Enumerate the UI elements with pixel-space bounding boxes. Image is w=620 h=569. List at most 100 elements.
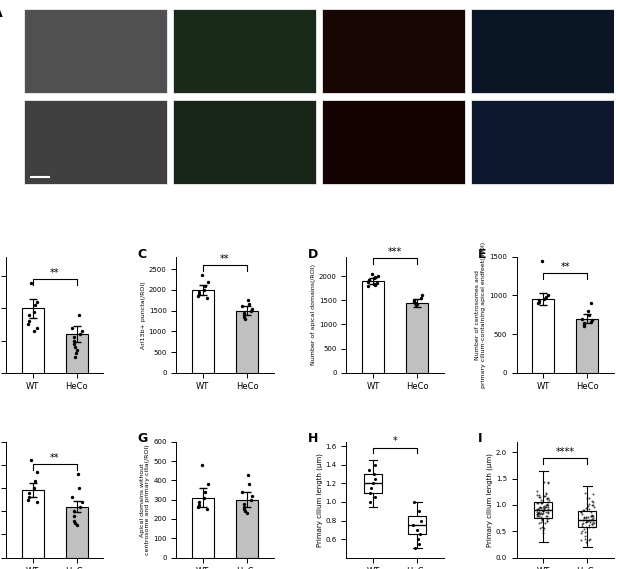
Point xyxy=(539,523,549,532)
Bar xyxy=(471,9,614,93)
Bar xyxy=(173,9,316,93)
Point xyxy=(588,500,598,509)
Point xyxy=(584,505,594,514)
Bar xyxy=(406,303,428,373)
Point xyxy=(582,494,592,503)
Text: ***: *** xyxy=(388,247,402,257)
Point xyxy=(583,517,593,526)
Point xyxy=(583,512,593,521)
Point xyxy=(576,529,586,538)
Point xyxy=(536,508,546,517)
Point xyxy=(414,539,424,549)
Point xyxy=(415,530,425,539)
Point xyxy=(194,497,204,506)
Text: ****: **** xyxy=(556,447,575,457)
Point xyxy=(586,317,596,326)
Point xyxy=(533,509,543,518)
Point xyxy=(365,275,374,284)
PathPatch shape xyxy=(534,502,552,518)
Point xyxy=(32,467,42,476)
Point xyxy=(539,492,549,501)
Point xyxy=(536,498,546,507)
Point xyxy=(587,514,597,523)
Point xyxy=(536,512,546,521)
Point xyxy=(244,480,254,489)
Point xyxy=(536,495,546,504)
Point xyxy=(237,488,247,497)
Point xyxy=(536,523,546,533)
Point xyxy=(587,512,597,521)
Point xyxy=(585,535,595,544)
Point xyxy=(532,510,542,519)
Point xyxy=(243,470,253,479)
Point xyxy=(536,510,546,519)
Point xyxy=(544,514,554,523)
Point xyxy=(199,493,209,502)
Point xyxy=(534,518,544,527)
Point xyxy=(540,502,550,512)
Point xyxy=(76,502,86,511)
Point xyxy=(532,504,542,513)
Point xyxy=(542,494,552,503)
Point xyxy=(534,490,544,500)
Point xyxy=(69,339,79,348)
Point xyxy=(536,504,546,513)
Point xyxy=(541,292,551,302)
Point xyxy=(542,502,552,511)
Point xyxy=(542,478,552,487)
Point xyxy=(580,522,590,531)
Point xyxy=(76,329,86,339)
Point xyxy=(584,500,594,509)
Point xyxy=(589,503,599,512)
Point xyxy=(535,502,545,511)
Point xyxy=(538,502,548,512)
Point xyxy=(243,296,253,305)
Point xyxy=(539,477,549,486)
Point xyxy=(535,502,545,511)
Point xyxy=(586,299,596,308)
Point xyxy=(588,489,598,498)
Point xyxy=(583,306,593,315)
Point xyxy=(543,497,553,506)
Text: G: G xyxy=(138,432,148,446)
Point xyxy=(410,544,420,553)
Point xyxy=(363,277,373,286)
Point xyxy=(408,521,418,530)
Point xyxy=(578,515,588,524)
Point xyxy=(371,273,381,282)
Point xyxy=(586,512,596,521)
Point xyxy=(533,512,543,521)
Point xyxy=(544,496,554,505)
Point xyxy=(534,512,544,521)
Point xyxy=(194,290,204,299)
Point xyxy=(588,511,598,520)
Point xyxy=(587,316,597,325)
Point xyxy=(365,276,374,285)
Point xyxy=(542,499,552,508)
Point xyxy=(193,291,203,300)
Point xyxy=(584,521,594,530)
Point xyxy=(542,517,552,526)
Point xyxy=(27,278,37,287)
Text: E: E xyxy=(477,248,486,261)
Point xyxy=(580,531,590,541)
Point xyxy=(194,287,204,296)
Y-axis label: Arl13b+ puncta(/ROI): Arl13b+ puncta(/ROI) xyxy=(141,281,146,349)
Point xyxy=(538,497,547,506)
Point xyxy=(74,310,84,319)
Point xyxy=(583,522,593,531)
Point xyxy=(537,498,547,508)
Point xyxy=(69,352,79,361)
Point xyxy=(247,491,257,500)
Point xyxy=(409,296,419,305)
Point xyxy=(534,493,544,502)
Point xyxy=(533,498,543,508)
Text: **: ** xyxy=(50,452,60,463)
Bar xyxy=(236,311,258,373)
Point xyxy=(237,302,247,311)
Point xyxy=(369,274,379,283)
Point xyxy=(197,271,206,280)
Point xyxy=(417,291,427,300)
Point xyxy=(577,508,587,517)
Point xyxy=(579,322,589,331)
